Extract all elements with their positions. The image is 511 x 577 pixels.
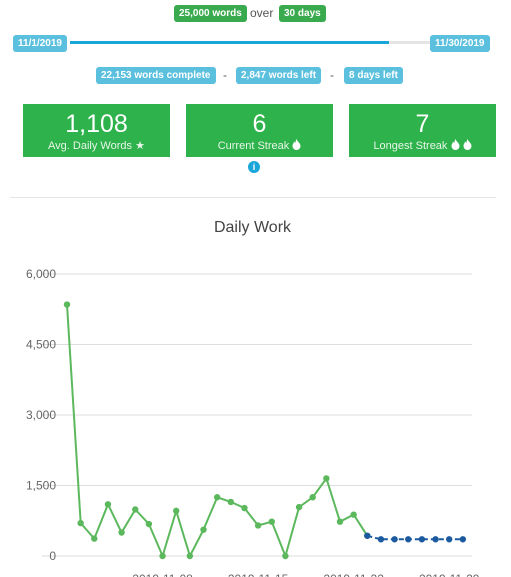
x-tick-label: 2019-11-08 xyxy=(132,572,193,577)
daily-words-point xyxy=(254,522,262,529)
status-separator: - xyxy=(330,68,334,82)
words-complete-badge: 22,153 words complete xyxy=(96,67,216,84)
daily-words-point xyxy=(241,504,248,512)
daily-words-point xyxy=(200,526,207,533)
goal-over-text: over xyxy=(250,6,274,20)
y-tick-label: 3,000 xyxy=(26,408,56,422)
daily-words-point xyxy=(63,301,71,308)
y-tick-label: 1,500 xyxy=(26,479,56,493)
longest-streak-label: Longest Streak xyxy=(349,138,496,154)
stat-label-text: Current Streak xyxy=(217,140,290,152)
stat-label-text: Longest Streak xyxy=(373,140,448,152)
y-tick-label: 4,500 xyxy=(26,338,56,352)
daily-words-point xyxy=(77,519,84,527)
daily-work-chart: 6,000 4,500 3,000 1,500 0 2019-11-08 2019-11-1… xyxy=(26,267,480,577)
y-tick-label: 0 xyxy=(49,549,56,563)
daily-words-point xyxy=(91,535,98,542)
projected-point xyxy=(391,536,398,543)
avg-daily-words-value: 1,108 xyxy=(65,110,128,138)
daily-words-point xyxy=(186,552,194,560)
words-left-badge: 2,847 words left xyxy=(236,67,322,84)
progress-track xyxy=(70,41,430,44)
projected-point xyxy=(446,536,453,543)
goal-words-badge: 25,000 words xyxy=(174,5,247,22)
goal-days-badge: 30 days xyxy=(279,5,326,22)
daily-words-point xyxy=(309,494,316,501)
projected-point xyxy=(405,536,412,543)
fire-icon xyxy=(451,139,459,150)
chart-title: Daily Work xyxy=(213,219,292,236)
info-icon[interactable]: i xyxy=(248,161,260,173)
projected-point xyxy=(432,536,439,543)
daily-words-point xyxy=(336,518,344,525)
daily-words-point xyxy=(350,511,357,518)
daily-words-point xyxy=(159,552,166,560)
avg-daily-words-card: 1,108 Avg. Daily Words ★ xyxy=(23,104,170,157)
current-streak-value: 6 xyxy=(252,110,267,138)
daily-words-point xyxy=(268,518,275,525)
days-left-badge: 8 days left xyxy=(344,67,403,84)
daily-words-point xyxy=(173,507,180,515)
daily-words-point xyxy=(118,529,125,536)
fire-icon xyxy=(463,139,472,150)
projected-point xyxy=(418,536,426,543)
avg-daily-words-label: Avg. Daily Words ★ xyxy=(23,138,170,154)
end-date-badge: 11/30/2019 xyxy=(430,35,490,52)
projected-point xyxy=(377,536,385,543)
daily-words-point xyxy=(132,506,139,513)
projected-point xyxy=(459,536,467,543)
longest-streak-value: 7 xyxy=(415,110,430,138)
stat-label-text: Avg. Daily Words xyxy=(48,140,133,152)
x-tick-label: 2019-11-22 xyxy=(323,572,384,577)
daily-words-point xyxy=(282,552,289,560)
y-tick-label: 6,000 xyxy=(26,267,56,281)
start-date-badge: 11/1/2019 xyxy=(13,35,67,52)
daily-words-point xyxy=(104,501,112,508)
daily-words-point xyxy=(295,503,303,511)
longest-streak-card: 7 Longest Streak xyxy=(349,104,496,157)
section-divider xyxy=(10,197,496,198)
fire-icon xyxy=(292,139,301,150)
daily-words-series-line xyxy=(66,304,369,560)
projected-point xyxy=(364,532,371,539)
progress-fill xyxy=(70,41,389,44)
daily-words-point xyxy=(323,475,330,482)
star-icon: ★ xyxy=(135,140,145,152)
status-separator: - xyxy=(223,68,227,82)
current-streak-label: Current Streak xyxy=(186,138,333,154)
x-tick-label: 2019-11-29 xyxy=(419,572,480,577)
x-tick-label: 2019-11-15 xyxy=(228,572,289,577)
daily-words-point xyxy=(213,494,221,501)
daily-words-point xyxy=(227,498,234,506)
daily-words-point xyxy=(145,520,153,528)
current-streak-card: 6 Current Streak xyxy=(186,104,333,157)
